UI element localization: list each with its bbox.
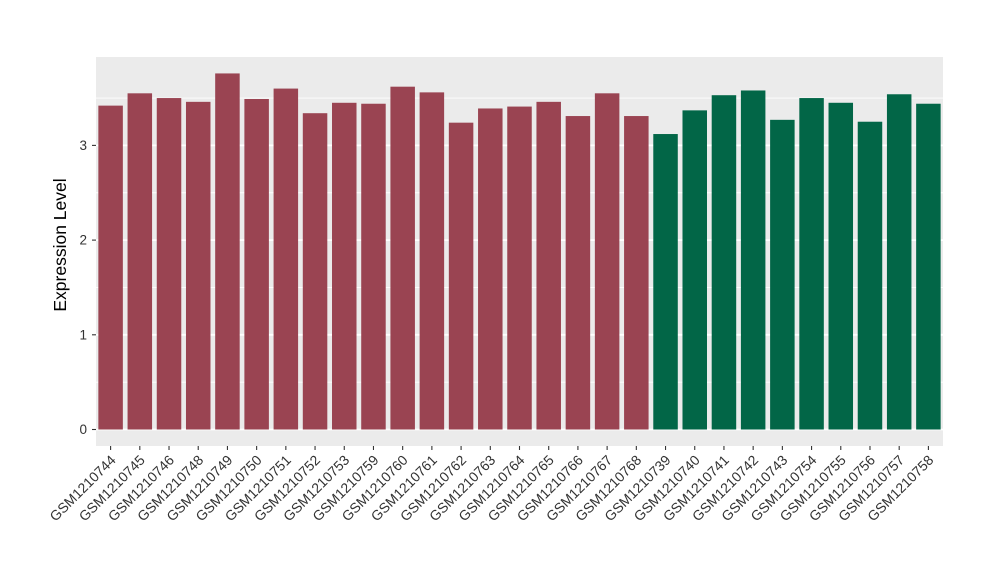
bar-GSM1210749 <box>215 73 240 430</box>
bar-GSM1210752 <box>302 113 328 430</box>
bar-GSM1210745 <box>127 93 153 430</box>
bar-GSM1210744 <box>98 105 123 430</box>
bar-GSM1210767 <box>594 93 620 430</box>
y-axis-title: Expression Level <box>50 178 70 311</box>
y-tick-label: 0 <box>79 422 87 437</box>
bar-GSM1210743 <box>770 119 795 430</box>
bar-GSM1210763 <box>478 108 503 430</box>
bar-GSM1210765 <box>536 101 561 430</box>
bar-GSM1210759 <box>361 103 386 430</box>
bar-GSM1210766 <box>565 116 591 430</box>
y-tick-label: 1 <box>79 327 87 342</box>
bar-GSM1210760 <box>390 86 415 430</box>
bar-GSM1210755 <box>828 102 854 430</box>
bar-GSM1210761 <box>419 92 445 430</box>
bar-GSM1210750 <box>244 98 269 430</box>
bar-GSM1210748 <box>185 101 211 430</box>
bar-GSM1210741 <box>711 95 737 430</box>
y-tick-label: 3 <box>79 138 87 153</box>
bar-GSM1210740 <box>682 110 707 430</box>
bar-GSM1210739 <box>653 134 678 430</box>
bar-GSM1210753 <box>332 102 357 430</box>
bar-GSM1210742 <box>740 90 766 430</box>
y-tick-label: 2 <box>79 233 87 248</box>
bar-GSM1210764 <box>507 106 532 430</box>
bar-GSM1210768 <box>624 116 649 430</box>
bar-GSM1210754 <box>799 98 824 430</box>
bar-GSM1210751 <box>273 88 299 430</box>
bar-GSM1210762 <box>448 122 474 430</box>
bar-GSM1210757 <box>886 94 912 430</box>
bar-GSM1210758 <box>916 103 941 430</box>
bar-GSM1210746 <box>156 98 182 430</box>
bar-GSM1210756 <box>857 121 883 430</box>
